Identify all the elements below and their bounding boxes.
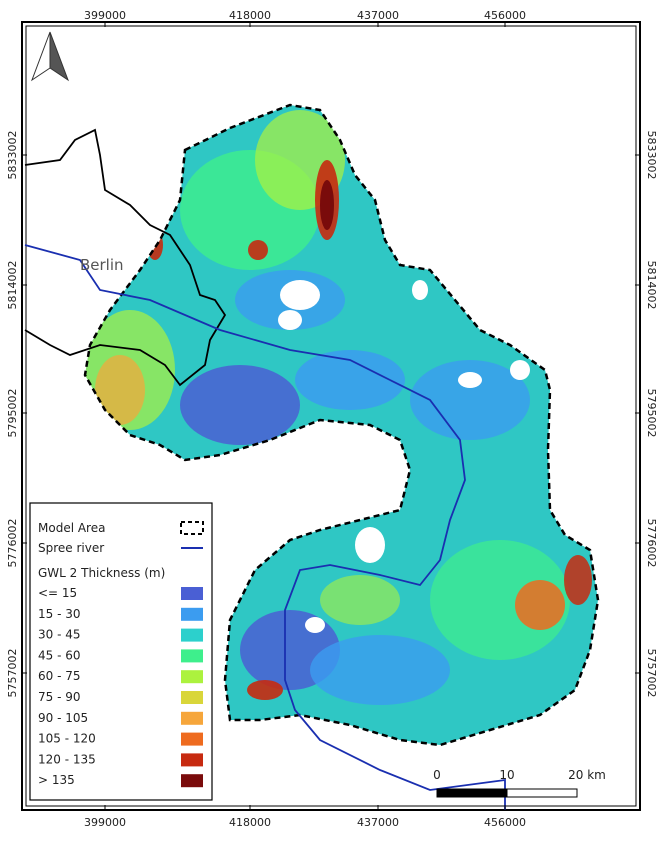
y-coordinate-label: 5757002 [645, 649, 658, 698]
scale-label: 0 [433, 768, 441, 782]
x-coordinate-label: 456000 [484, 9, 526, 22]
legend-class-label: 75 - 90 [38, 690, 81, 704]
raster-patch [295, 350, 405, 410]
scale-bar-segment [506, 788, 578, 798]
raster-patch [410, 360, 530, 440]
legend-class-label: 60 - 75 [38, 669, 81, 683]
raster-patch [430, 540, 570, 660]
no-data [458, 372, 482, 388]
legend-class-swatch [181, 711, 203, 725]
x-coordinate-label: 418000 [229, 9, 271, 22]
y-coordinate-label: 5795002 [645, 389, 658, 438]
y-coordinate-label: 5814002 [6, 261, 19, 310]
no-data [412, 280, 428, 300]
north-arrow [30, 31, 70, 82]
berlin-boundary [24, 128, 227, 387]
map-frame-inner [25, 25, 637, 807]
x-coordinate-label: 456000 [484, 816, 526, 829]
legend-title: GWL 2 Thickness (m) [38, 566, 165, 580]
legend-class-swatch [181, 670, 203, 684]
no-data [280, 280, 320, 310]
x-coordinate-label: 437000 [357, 9, 399, 22]
legend-class-label: 15 - 30 [38, 607, 81, 621]
scale-bar: 0 10 20 km [433, 768, 606, 798]
scale-label: 20 km [568, 768, 606, 782]
legend-class-label: 90 - 105 [38, 711, 88, 725]
legend-class-label: 30 - 45 [38, 628, 81, 642]
raster-patch [95, 355, 145, 425]
raster-patch [248, 240, 268, 260]
legend-class-label: <= 15 [38, 586, 77, 600]
x-coordinate-label: 399000 [84, 816, 126, 829]
no-data [510, 360, 530, 380]
raster-patch [564, 555, 592, 605]
model-area-outline [83, 103, 600, 747]
legend-class-swatch [181, 649, 203, 663]
x-coordinate-label: 437000 [357, 816, 399, 829]
raster-patch [247, 680, 283, 700]
legend-class-label: > 135 [38, 773, 75, 787]
raster-patch [515, 580, 565, 630]
legend-class-swatch [181, 691, 203, 704]
legend-class-swatch [181, 753, 203, 767]
legend-class-swatch [181, 607, 203, 621]
north-arrow-right [49, 31, 70, 82]
no-data [305, 617, 325, 633]
legend-classes: <= 15 15 - 30 30 - 45 45 - 60 60 - 75 75 - 90… [38, 586, 203, 788]
raster-patch [320, 180, 334, 230]
spree-river [24, 244, 506, 810]
y-coordinate-label: 5833002 [645, 131, 658, 180]
legend-class-label: 105 - 120 [38, 732, 96, 746]
map-frame [21, 21, 641, 811]
legend: Model Area Spree river GWL 2 Thickness (… [29, 502, 213, 801]
legend-model-area: Model Area [38, 521, 105, 535]
scale-label: 10 [499, 768, 514, 782]
legend-class-swatch [181, 732, 203, 746]
y-coordinate-label: 5776002 [6, 519, 19, 568]
no-data [355, 527, 385, 563]
legend-swatch-model-area [180, 521, 204, 535]
x-coordinate-label: 418000 [229, 816, 271, 829]
scale-labels: 0 10 20 km [433, 768, 606, 782]
legend-river: Spree river [38, 541, 104, 555]
y-coordinate-label: 5833002 [6, 131, 19, 180]
y-coordinate-label: 5776002 [645, 519, 658, 568]
city-label: Berlin [80, 256, 124, 274]
legend-class-swatch [181, 774, 203, 788]
legend-class-label: 45 - 60 [38, 648, 81, 662]
scale-bar-segment [436, 788, 508, 798]
raster-patch [320, 575, 400, 625]
raster-patch [180, 365, 300, 445]
raster-patch [310, 635, 450, 705]
legend-class-swatch [181, 587, 203, 600]
coordinate-labels: 399000 418000 437000 456000 399000 418000 4370… [6, 9, 658, 829]
x-coordinate-label: 399000 [84, 9, 126, 22]
y-coordinate-label: 5814002 [645, 261, 658, 310]
legend-class-label: 120 - 135 [38, 752, 96, 766]
no-data [278, 310, 302, 330]
y-coordinate-label: 5757002 [6, 649, 19, 698]
legend-class-swatch [181, 628, 203, 642]
y-coordinate-label: 5795002 [6, 389, 19, 438]
